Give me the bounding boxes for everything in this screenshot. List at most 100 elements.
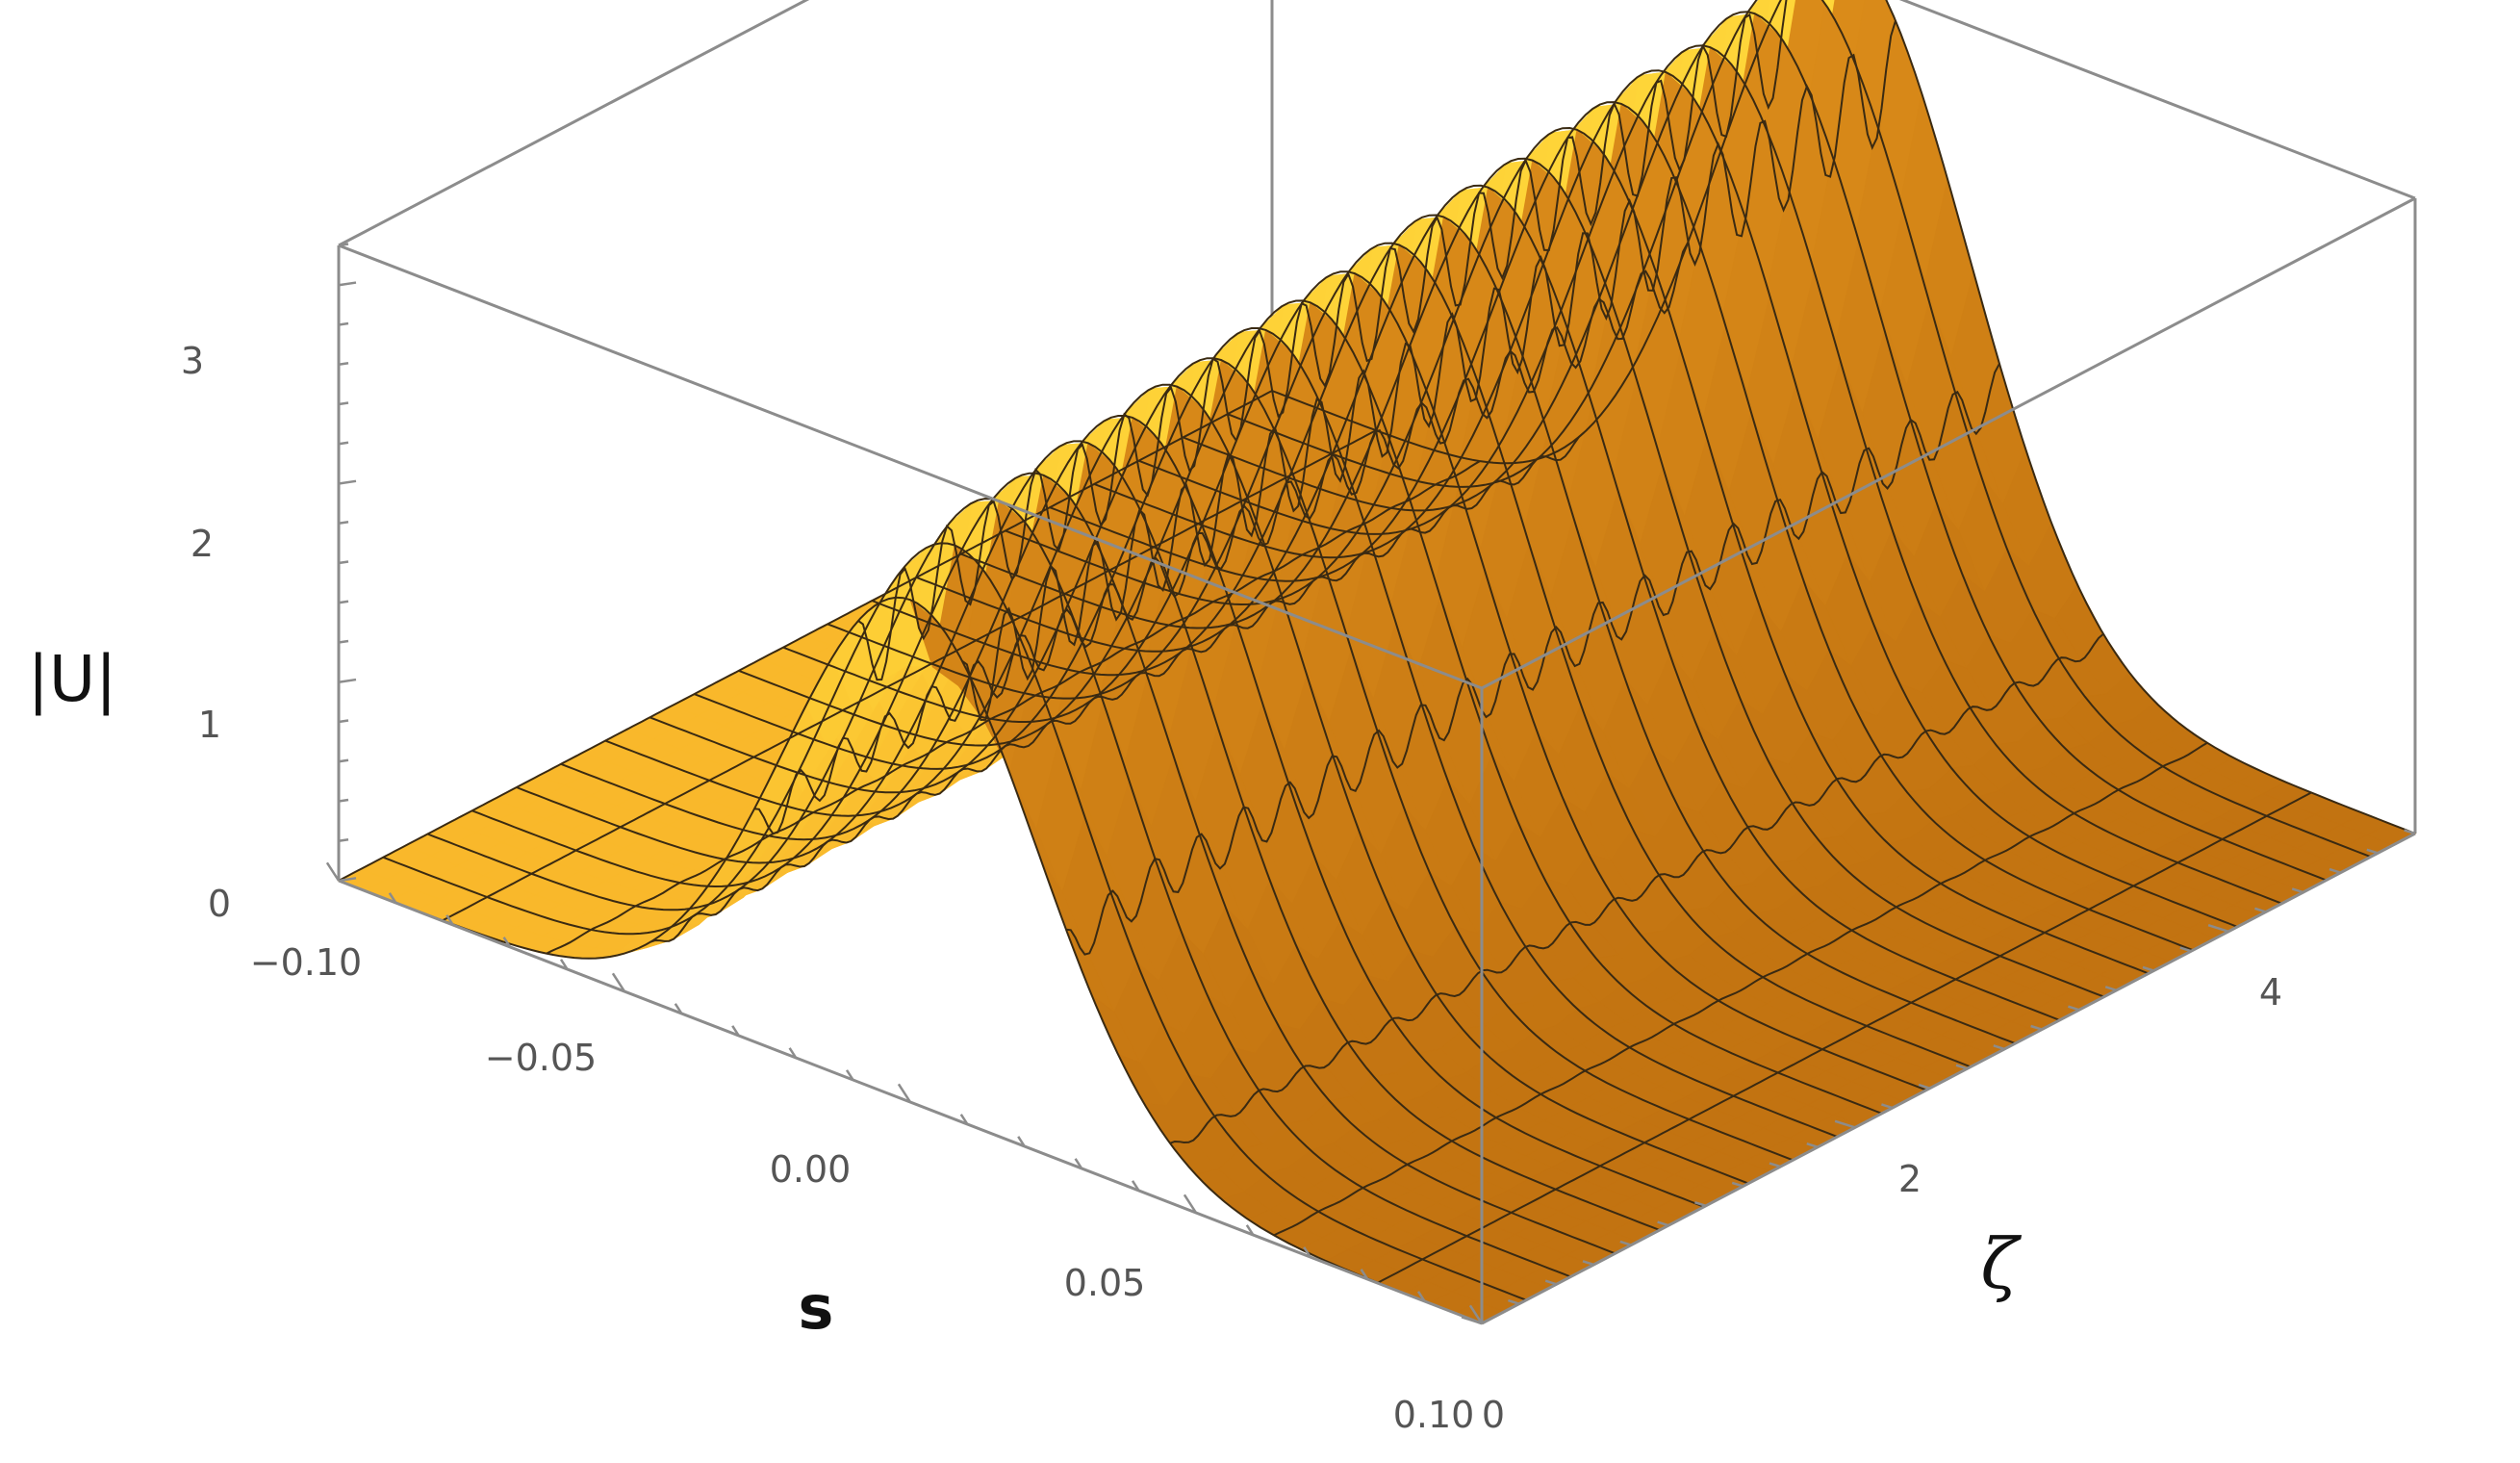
y-tick — [2207, 924, 2229, 933]
z-tick — [338, 639, 349, 644]
y-tick — [1881, 1103, 1894, 1110]
z-tick — [338, 321, 349, 326]
mesh-line-s — [1273, 741, 2208, 1237]
x-tick-label: 0.10 — [1393, 1394, 1475, 1436]
y-axis-title: ζ — [1980, 1223, 2022, 1304]
y-tick — [1461, 1316, 1483, 1325]
x-tick — [1303, 1246, 1311, 1258]
y-tick — [1731, 1181, 1744, 1188]
x-tick-label: −0.05 — [485, 1037, 597, 1079]
x-tick — [388, 892, 397, 904]
y-tick-label: 2 — [1898, 1158, 1922, 1200]
mesh-line-zeta — [916, 184, 2060, 1021]
z-tick-label: 1 — [198, 704, 221, 746]
surface-mesh — [338, 0, 2416, 1324]
z-tick — [338, 401, 349, 406]
y-tick — [2329, 867, 2341, 874]
x-tick — [1074, 1158, 1083, 1169]
y-tick — [2366, 848, 2379, 855]
mesh-line-s — [649, 431, 1585, 943]
surface — [337, 0, 2417, 1324]
x-tick — [1416, 1291, 1426, 1302]
x-tick — [897, 1083, 912, 1103]
y-tick — [1955, 1064, 1968, 1070]
z-tick — [338, 281, 357, 287]
mesh-line-s — [753, 242, 1689, 835]
z-tick — [338, 521, 349, 525]
y-tick — [2068, 1005, 2080, 1012]
mesh-line-zeta — [1093, 69, 2238, 928]
mesh-line-zeta — [782, 270, 1927, 1091]
mesh-line-s — [1065, 363, 2000, 956]
y-tick — [2030, 1024, 2043, 1031]
box-edge — [338, 0, 810, 247]
mesh-line-s — [546, 460, 1481, 955]
y-tick — [1769, 1162, 1781, 1168]
y-tick — [1582, 1260, 1594, 1267]
x-tick — [1468, 1304, 1484, 1324]
box-edge — [1481, 832, 2416, 1325]
y-tick — [1544, 1279, 1557, 1286]
y-tick — [1918, 1083, 1930, 1090]
x-tick — [788, 1047, 798, 1059]
mesh-line-zeta — [1005, 126, 2150, 975]
x-tick — [1017, 1136, 1026, 1147]
z-tick-label: 2 — [191, 523, 214, 565]
x-tick — [559, 959, 569, 970]
y-tick-label: 0 — [1482, 1394, 1505, 1436]
x-tick — [731, 1025, 740, 1037]
z-tick-label: 3 — [181, 340, 204, 382]
mesh-line-zeta — [960, 157, 2105, 998]
x-tick — [674, 1003, 683, 1014]
y-tick — [2142, 965, 2154, 972]
x-tick-label: −0.10 — [250, 941, 362, 984]
x-tick-label: 0.05 — [1064, 1262, 1146, 1304]
axis-ticks — [325, 243, 2416, 1325]
z-tick — [338, 243, 349, 247]
mesh-line-s — [442, 429, 1377, 922]
mesh-line-zeta — [649, 357, 1794, 1162]
mesh-line-zeta — [338, 596, 1483, 1324]
y-tick — [1834, 1119, 1856, 1129]
x-tick — [325, 861, 341, 882]
x-tick — [1245, 1224, 1255, 1236]
z-tick — [338, 600, 349, 604]
mesh-line-zeta — [604, 383, 1749, 1185]
surface-patches — [338, 0, 2416, 1324]
y-tick — [2404, 829, 2416, 835]
x-tick — [959, 1114, 969, 1125]
mesh-line-zeta — [871, 214, 2016, 1045]
mesh-line-zeta — [1138, 44, 2282, 905]
z-tick — [338, 798, 349, 803]
z-tick — [338, 362, 349, 366]
mesh-line-zeta — [560, 415, 1705, 1208]
z-tick — [338, 678, 357, 683]
y-tick — [1657, 1220, 1669, 1227]
mesh-line-s — [338, 390, 1273, 882]
mesh-line-s — [961, 20, 1896, 722]
z-tick — [338, 441, 349, 446]
y-tick-label: 4 — [2259, 971, 2282, 1014]
box-edge — [1481, 196, 2416, 690]
mesh-line-s — [857, 0, 1788, 681]
mesh-line-zeta — [827, 242, 1972, 1068]
y-tick — [1619, 1240, 1632, 1246]
x-tick — [445, 914, 454, 926]
x-tick — [1183, 1194, 1198, 1214]
y-tick — [2179, 946, 2192, 953]
z-tick — [338, 838, 349, 842]
y-tick — [2104, 986, 2117, 992]
mesh-line-zeta — [1271, 0, 2416, 834]
y-tick — [2254, 907, 2267, 913]
y-tick — [1694, 1201, 1707, 1208]
x-tick — [1360, 1269, 1369, 1280]
x-tick — [845, 1069, 854, 1081]
box-edge — [1898, 0, 2416, 200]
mesh-line-zeta — [516, 440, 1661, 1231]
mesh-line-s — [1377, 791, 2312, 1284]
mesh-line-s — [1169, 632, 2104, 1144]
z-tick — [338, 479, 357, 485]
mesh-line-zeta — [471, 472, 1616, 1255]
y-tick — [1993, 1044, 2005, 1051]
